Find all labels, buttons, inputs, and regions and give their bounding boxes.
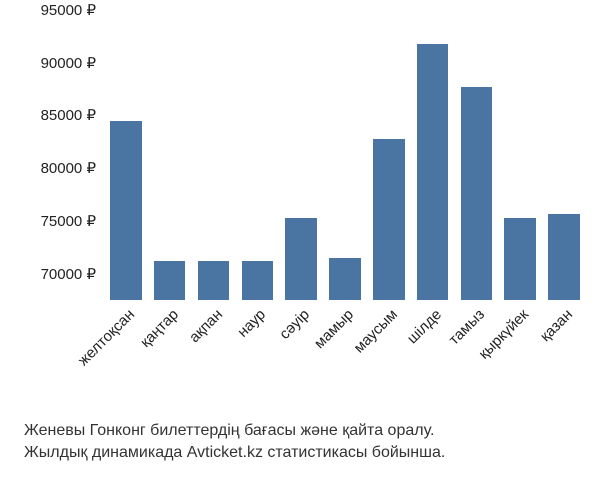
x-axis-label: қаңтар: [137, 306, 182, 351]
x-axis-label: наур: [235, 306, 270, 341]
bar-slot: [192, 10, 236, 300]
bar-slot: [104, 10, 148, 300]
x-axis-label: желтоқсан: [75, 306, 138, 369]
y-axis-tick: 95000 ₽: [6, 1, 96, 19]
y-axis-tick: 75000 ₽: [6, 212, 96, 230]
bar: [329, 258, 361, 300]
x-axis-label: мамыр: [311, 306, 357, 352]
plot-area: [100, 10, 590, 300]
caption-line-1: Женевы Гонконг билеттердің бағасы және қ…: [24, 420, 590, 442]
x-axis-label: шілде: [403, 306, 444, 347]
bar-slot: [279, 10, 323, 300]
bar: [417, 44, 449, 300]
bar-slot: [235, 10, 279, 300]
x-axis-label: маусым: [350, 306, 401, 357]
x-axis-label: қазан: [537, 306, 576, 345]
bar: [504, 218, 536, 300]
bar: [373, 139, 405, 300]
price-dynamics-chart: 70000 ₽ 75000 ₽ 80000 ₽ 85000 ₽ 90000 ₽ 95000…: [0, 0, 600, 500]
bar: [110, 121, 142, 300]
bar-slot: [411, 10, 455, 300]
bar: [461, 87, 493, 300]
bar-slot: [498, 10, 542, 300]
y-axis-tick: 90000 ₽: [6, 54, 96, 72]
bar: [198, 261, 230, 300]
x-axis-label: сәуір: [276, 306, 313, 343]
bar-slot: [455, 10, 499, 300]
x-axis-label: ақпан: [185, 306, 225, 346]
bar-slot: [542, 10, 586, 300]
bar: [285, 218, 317, 300]
bar: [548, 214, 580, 300]
bar: [154, 261, 186, 300]
bar-slot: [367, 10, 411, 300]
bar-slot: [148, 10, 192, 300]
y-axis-tick: 70000 ₽: [6, 265, 96, 283]
bars-container: [100, 10, 590, 300]
chart-caption: Женевы Гонконг билеттердің бағасы және қ…: [24, 420, 590, 463]
bar: [242, 261, 274, 300]
caption-line-2: Жылдық динамикада Avticket.kz статистика…: [24, 442, 590, 464]
y-axis-tick: 80000 ₽: [6, 159, 96, 177]
bar-slot: [323, 10, 367, 300]
y-axis-tick: 85000 ₽: [6, 106, 96, 124]
